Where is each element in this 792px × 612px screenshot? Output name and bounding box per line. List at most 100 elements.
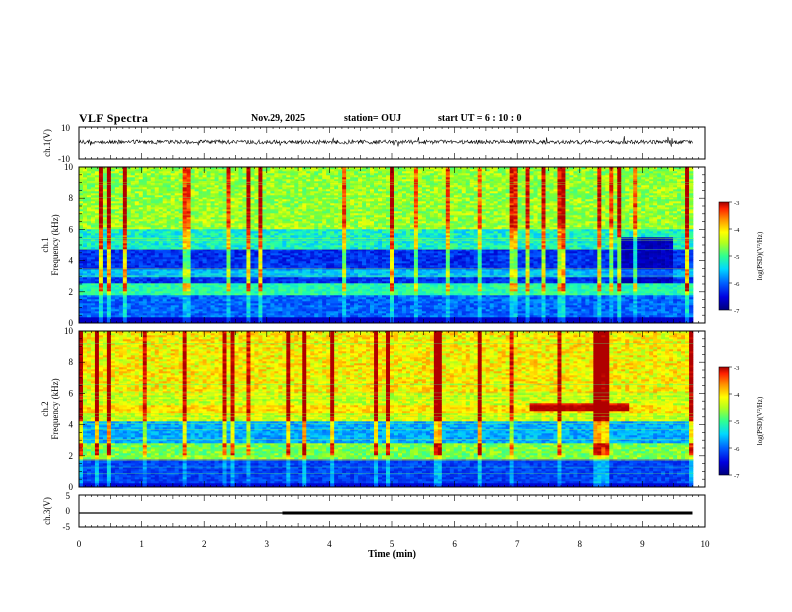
spectrogram-cell (282, 273, 286, 275)
spectrogram-cell (159, 315, 163, 317)
spectrogram-cell (298, 285, 302, 287)
spectrogram-cell (107, 243, 111, 245)
spectrogram-cell (294, 171, 298, 173)
spectrogram-cell (211, 195, 215, 197)
spectrogram-cell (310, 173, 314, 175)
spectrogram-cell (270, 231, 274, 233)
spectrogram-cell (183, 195, 187, 197)
spectrogram-cell (211, 231, 215, 233)
spectrogram-cell (203, 299, 207, 301)
spectrogram-cell (83, 201, 87, 203)
spectrogram-cell (274, 289, 278, 291)
spectrogram-cell (183, 295, 187, 297)
spectrogram-cell (191, 253, 195, 255)
spectrogram-cell (195, 263, 199, 265)
spectrogram-cell (195, 225, 199, 227)
spectrogram-cell (175, 219, 179, 221)
spectrogram-cell (199, 191, 203, 193)
spectrogram-cell (167, 295, 171, 297)
spectrogram-cell (211, 295, 215, 297)
spectrogram-cell (99, 177, 103, 179)
spectrogram-cell (231, 279, 235, 281)
spectrogram-cell (139, 267, 143, 269)
spectrogram-cell (119, 301, 123, 303)
spectrogram-cell (123, 281, 127, 283)
spectrogram-cell (235, 191, 239, 193)
spectrogram-cell (203, 215, 207, 217)
spectrogram-cell (223, 303, 227, 305)
spectrogram-cell (151, 271, 155, 273)
spectrogram-cell (310, 267, 314, 269)
spectrogram-cell (306, 305, 310, 307)
spectrogram-cell (111, 233, 115, 235)
spectrogram-cell (167, 231, 171, 233)
spectrogram-cell (219, 235, 223, 237)
spectrogram-cell (143, 273, 147, 275)
spectrogram-cell (203, 253, 207, 255)
spectrogram-cell (163, 303, 167, 305)
spectrogram-cell (306, 231, 310, 233)
spectrogram-cell (314, 281, 318, 283)
spectrogram-cell (147, 299, 151, 301)
spectrogram-cell (231, 299, 235, 301)
spectrogram-cell (266, 229, 270, 231)
spectrogram-cell (103, 189, 107, 191)
spectrogram-cell (183, 307, 187, 309)
spectrogram-cell (250, 221, 254, 223)
spectrogram-cell (298, 233, 302, 235)
spectrogram-cell (187, 279, 191, 281)
spectrogram-cell (294, 299, 298, 301)
spectrogram-cell (127, 255, 131, 257)
spectrogram-cell (282, 229, 286, 231)
spectrogram-cell (195, 283, 199, 285)
spectrogram-cell (151, 319, 155, 321)
spectrogram-cell (107, 303, 111, 305)
spectrogram-cell (103, 307, 107, 309)
spectrogram-cell (79, 311, 83, 313)
spectrogram-cell (187, 219, 191, 221)
spectrogram-cell (195, 311, 199, 313)
spectrogram-cell (131, 299, 135, 301)
spectrogram-cell (254, 277, 258, 279)
spectrogram-cell (286, 259, 290, 261)
spectrogram-cell (99, 217, 103, 219)
spectrogram-cell (254, 209, 258, 211)
spectrogram-cell (175, 289, 179, 291)
spectrogram-cell (195, 169, 199, 171)
spectrogram-cell (246, 189, 250, 191)
spectrogram-cell (79, 297, 83, 299)
spectrogram-cell (171, 235, 175, 237)
spectrogram-cell (266, 203, 270, 205)
spectrogram-cell (147, 215, 151, 217)
spectrogram-cell (135, 255, 139, 257)
spectrogram-cell (107, 263, 111, 265)
spectrogram-cell (151, 203, 155, 205)
spectrogram-cell (99, 309, 103, 311)
spectrogram-cell (127, 267, 131, 269)
spectrogram-cell (79, 257, 83, 259)
spectrogram-cell (83, 273, 87, 275)
spectrogram-cell (155, 191, 159, 193)
spectrogram-cell (111, 209, 115, 211)
spectrogram-cell (151, 289, 155, 291)
spectrogram-cell (223, 265, 227, 267)
spectrogram-cell (302, 241, 306, 243)
spectrogram-cell (167, 313, 171, 315)
spectrogram-cell (131, 189, 135, 191)
spectrogram-cell (278, 199, 282, 201)
spectrogram-cell (123, 191, 127, 193)
spectrogram-cell (175, 243, 179, 245)
spectrogram-cell (282, 199, 286, 201)
spectrogram-cell (250, 171, 254, 173)
spectrogram-cell (187, 259, 191, 261)
spectrogram-cell (207, 285, 211, 287)
spectrogram-cell (306, 209, 310, 211)
spectrogram-cell (79, 179, 83, 181)
spectrogram-cell (219, 291, 223, 293)
spectrogram-cell (250, 271, 254, 273)
spectrogram-cell (278, 219, 282, 221)
spectrogram-cell (211, 177, 215, 179)
spectrogram-cell (87, 293, 91, 295)
spectrogram-cell (298, 243, 302, 245)
spectrogram-cell (235, 309, 239, 311)
